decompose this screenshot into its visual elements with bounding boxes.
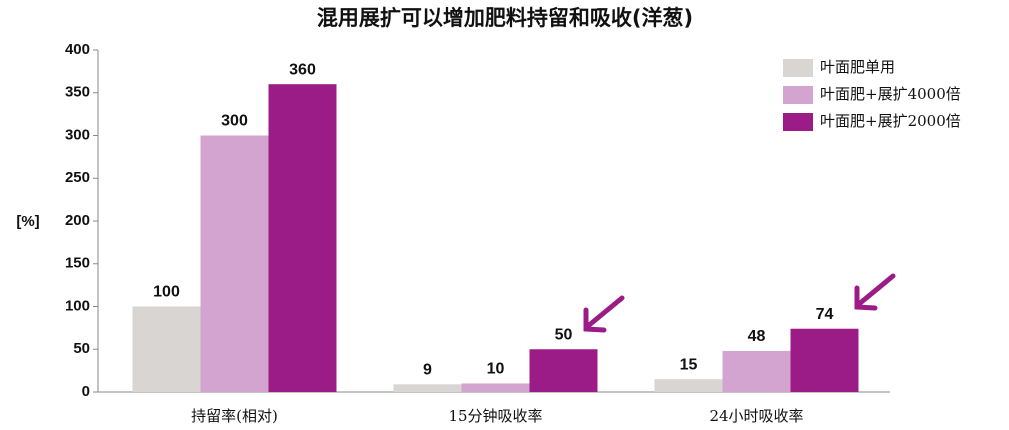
x-tick-label: 24小时吸收率 <box>709 407 803 425</box>
legend-swatch <box>783 113 813 131</box>
bar <box>529 349 598 392</box>
legend-label: 叶面肥+展扩2000倍 <box>820 112 961 130</box>
value-label: 360 <box>289 61 316 78</box>
bar <box>200 135 269 392</box>
bar <box>654 379 723 392</box>
y-tick-label: 50 <box>73 340 90 357</box>
legend-label: 叶面肥+展扩4000倍 <box>820 85 961 103</box>
y-tick-label: 250 <box>65 169 90 186</box>
y-tick-label: 100 <box>65 297 90 314</box>
y-tick-label: 150 <box>65 255 90 272</box>
value-label: 9 <box>423 362 432 379</box>
y-tick-label: 0 <box>82 383 90 400</box>
y-tick-label: 200 <box>65 212 90 229</box>
bar <box>722 350 791 392</box>
x-tick-label: 15分钟吸收率 <box>448 407 542 425</box>
bar <box>393 384 462 392</box>
value-label: 10 <box>487 361 505 378</box>
legend-swatch <box>783 86 813 104</box>
value-label: 15 <box>680 356 698 373</box>
value-label: 48 <box>748 328 766 345</box>
chart-title: 混用展扩可以增加肥料持留和吸收(洋葱) <box>317 6 693 30</box>
value-label: 50 <box>555 326 573 343</box>
bar <box>790 328 859 392</box>
y-axis-label: [%] <box>16 213 39 230</box>
bar <box>268 84 337 392</box>
x-tick-label: 持留率(相对) <box>191 407 278 425</box>
arrow <box>854 273 896 311</box>
y-tick-label: 350 <box>65 84 90 101</box>
value-label: 74 <box>816 306 834 323</box>
y-tick-label: 300 <box>65 126 90 143</box>
legend-label: 叶面肥单用 <box>820 58 895 76</box>
bar <box>461 383 530 392</box>
value-label: 300 <box>221 113 248 130</box>
y-tick-label: 400 <box>65 41 90 58</box>
legend-swatch <box>783 59 813 77</box>
value-label: 100 <box>153 284 180 301</box>
arrow <box>583 295 625 333</box>
bar <box>132 306 201 392</box>
